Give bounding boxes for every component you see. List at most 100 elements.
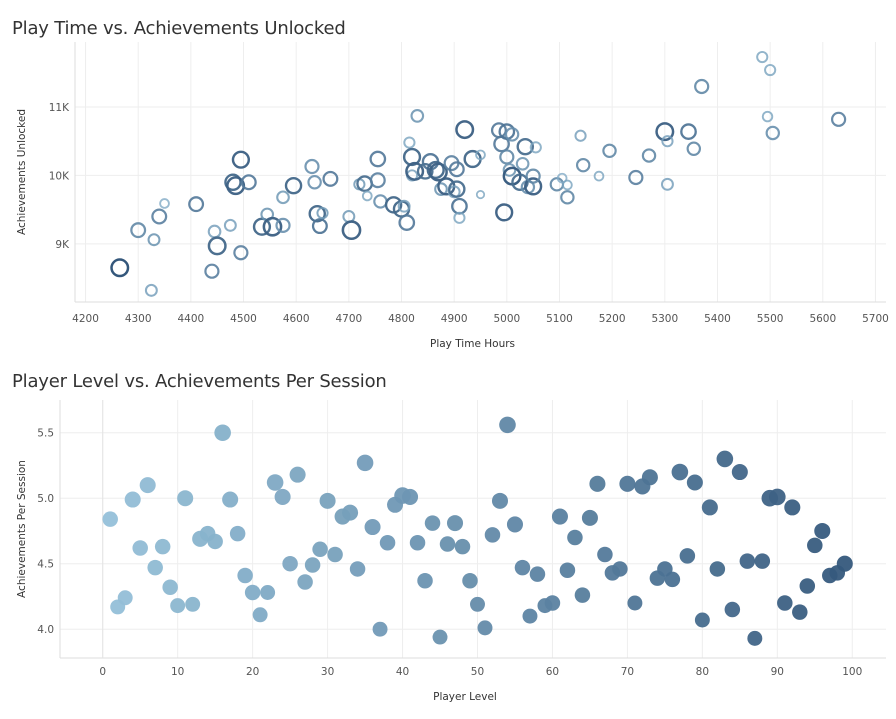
data-point [514, 559, 531, 576]
data-point [372, 621, 388, 637]
data-point [593, 170, 605, 182]
data-point [311, 218, 328, 235]
data-point [836, 555, 853, 572]
data-point [747, 630, 763, 646]
data-point [405, 161, 425, 181]
data-point [627, 595, 643, 611]
x-tick-label: 20 [246, 666, 259, 678]
x-tick-label: 10 [171, 666, 184, 678]
data-point [229, 525, 246, 542]
data-point [484, 527, 501, 543]
data-point [470, 596, 485, 612]
data-point [574, 587, 591, 603]
data-point [556, 172, 568, 184]
data-point [185, 596, 201, 612]
data-point [549, 177, 565, 192]
data-point [475, 190, 486, 200]
chart-title-playtime: Play Time vs. Achievements Unlocked [12, 18, 346, 39]
data-point [410, 109, 425, 123]
data-point [799, 578, 816, 594]
data-point [686, 474, 703, 491]
data-point [754, 553, 771, 569]
data-point [276, 190, 290, 205]
data-point [312, 541, 328, 558]
data-point [641, 469, 658, 486]
data-point [731, 464, 748, 481]
data-point [453, 211, 466, 224]
data-point [289, 466, 306, 483]
x-tick-label: 40 [396, 666, 409, 678]
data-point [428, 162, 448, 182]
data-point [455, 120, 475, 140]
y-tick-label: 10K [49, 170, 70, 182]
data-point [159, 198, 170, 209]
data-point [424, 515, 441, 531]
data-point [231, 150, 251, 169]
data-point [491, 492, 509, 509]
x-tick-label: 70 [621, 666, 634, 678]
data-point [574, 129, 587, 142]
chart-1-group: 4200 4300 4400 4500 4600 4700 4800 4900 5000 5100… [16, 42, 889, 350]
data-point [364, 519, 381, 536]
data-point [686, 141, 702, 156]
x-tick-label: 90 [771, 666, 784, 678]
data-point [369, 150, 387, 168]
data-point [402, 488, 419, 505]
x-tick-label: 5200 [599, 313, 626, 325]
data-point [356, 454, 374, 472]
data-point [102, 511, 118, 527]
x-tick-label: 4900 [441, 313, 468, 325]
x-tick-label: 5100 [546, 313, 573, 325]
x-tick-label: 4200 [72, 313, 99, 325]
data-point [275, 217, 291, 233]
data-point [724, 601, 741, 618]
data-point [379, 535, 396, 551]
data-point [679, 548, 696, 564]
data-point [462, 572, 478, 589]
data-point [223, 218, 237, 232]
x-axis-label: Play Time Hours [430, 338, 515, 350]
data-point [207, 533, 223, 550]
data-point [709, 561, 726, 577]
data-point [409, 535, 426, 551]
data-point [319, 492, 336, 509]
data-point [426, 160, 445, 180]
data-point [434, 182, 448, 196]
data-point [619, 475, 636, 492]
y-tick-label: 9K [55, 239, 70, 251]
data-point [222, 491, 239, 508]
data-point [602, 143, 617, 159]
data-point [204, 263, 220, 279]
data-point [417, 572, 433, 589]
data-point [814, 522, 831, 539]
data-point [694, 78, 710, 95]
data-point [694, 612, 710, 628]
data-point [454, 538, 471, 555]
data-point [515, 156, 530, 171]
data-point [214, 424, 231, 442]
data-point [777, 595, 793, 611]
data-point [529, 566, 546, 582]
y-tick-label: 4.0 [37, 624, 54, 636]
data-point [446, 515, 464, 532]
data-point [761, 110, 774, 123]
data-point [522, 608, 538, 624]
x-tick-label: 80 [696, 666, 709, 678]
data-point [322, 170, 339, 187]
data-point [402, 147, 422, 167]
data-point [154, 538, 171, 555]
data-point [307, 175, 322, 190]
data-point [162, 579, 178, 596]
data-point [284, 176, 303, 195]
data-point [147, 233, 161, 247]
data-point [589, 475, 606, 492]
data-point [432, 629, 448, 645]
data-point [397, 199, 411, 213]
data-point [499, 149, 515, 165]
data-point [765, 125, 780, 141]
y-axis-label: Achievements Per Session [16, 460, 28, 598]
data-point [525, 168, 541, 184]
data-point [147, 559, 163, 576]
x-tick-label: 4800 [388, 313, 415, 325]
data-point [177, 490, 194, 507]
